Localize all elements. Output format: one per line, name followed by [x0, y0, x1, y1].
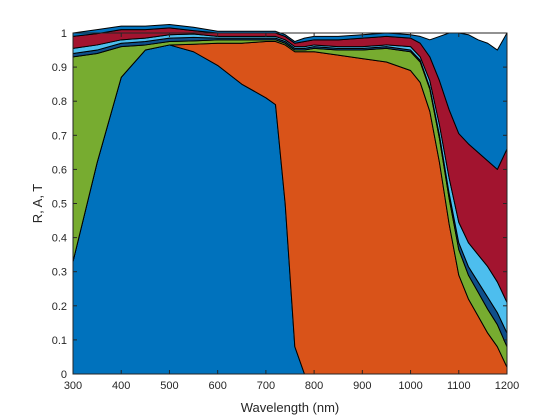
y-tick-label: 0.2 — [52, 301, 67, 313]
x-tick-label: 1000 — [398, 380, 422, 392]
x-axis-ticks: 300 400 500 600 700 800 900 1000 1100 1200 — [64, 33, 519, 392]
x-tick-label: 1200 — [495, 380, 519, 392]
x-axis-label: Wavelength (nm) — [241, 400, 340, 415]
x-tick-label: 1100 — [447, 380, 471, 392]
y-tick-label: 0.8 — [52, 96, 67, 108]
y-tick-label: 0.7 — [52, 130, 67, 142]
y-tick-label: 1 — [61, 28, 67, 40]
x-tick-label: 900 — [353, 380, 371, 392]
x-tick-label: 800 — [305, 380, 323, 392]
y-axis-ticks: 0 0.1 0.2 0.3 0.4 0.5 0.6 0.7 0.8 0.9 1 — [52, 28, 507, 381]
y-tick-label: 0.3 — [52, 267, 67, 279]
plot-layers — [72, 23, 508, 375]
y-tick-label: 0.6 — [52, 164, 67, 176]
y-tick-label: 0.1 — [52, 335, 67, 347]
x-tick-label: 700 — [257, 380, 275, 392]
y-tick-label: 0 — [61, 369, 67, 381]
y-tick-label: 0.5 — [52, 199, 67, 211]
x-tick-label: 300 — [64, 380, 82, 392]
y-axis-label: R, A, T — [30, 184, 45, 224]
x-tick-label: 400 — [112, 380, 130, 392]
x-tick-label: 600 — [208, 380, 226, 392]
y-tick-label: 0.4 — [52, 233, 67, 245]
x-tick-label: 500 — [160, 380, 178, 392]
y-tick-label: 0.9 — [52, 62, 67, 74]
